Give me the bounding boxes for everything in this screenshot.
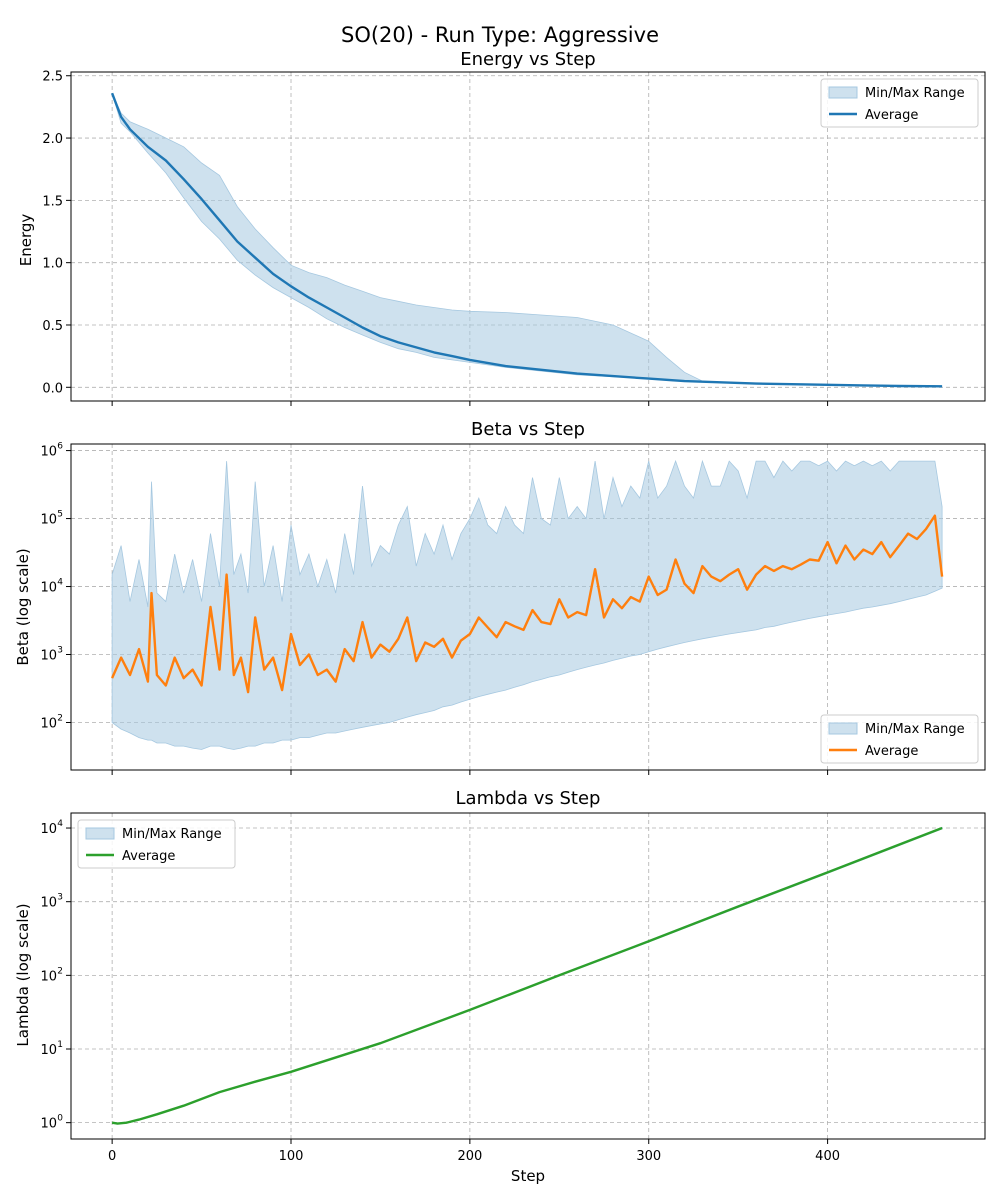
lambda-y-tick-label: 10 [40,896,57,911]
lambda-legend-line-label: Average [122,849,175,864]
energy-panel: Energy vs Step Energy 0.0 0.5 1.0 1.5 2.0 2.5… [17,49,986,406]
beta-y-tick-exponent: 3 [57,646,63,656]
x-tick-label: 200 [457,1149,482,1164]
beta-average-line [111,514,944,694]
energy-axes-frame [70,71,986,402]
lambda-y-tick-label: 10 [40,1043,57,1058]
beta-y-tick-exponent: 4 [57,578,63,588]
beta-y-tick-label: 10 [40,445,57,460]
energy-average-line [110,92,943,388]
energy-legend: Min/Max Range Average [820,78,979,128]
beta-y-tick-label: 10 [40,716,57,731]
lambda-y-tick-exponent: 2 [57,966,63,976]
beta-y-axis-label: Beta (log scale) [14,548,32,665]
beta-minmax-band [111,459,943,750]
lambda-legend: Min/Max Range Average [77,819,236,869]
lambda-y-tick-label: 10 [40,969,57,984]
energy-y-tick-label: 2.0 [42,132,63,147]
lambda-legend-band-swatch [85,827,115,840]
lambda-y-tick-label: 10 [40,1117,57,1132]
lambda-average-line [111,826,943,1125]
lambda-y-tick-exponent: 0 [57,1114,63,1124]
lambda-y-tick-exponent: 1 [57,1040,63,1050]
lambda-panel: Lambda vs Step Lambda (log scale) Step 0… [14,788,986,1185]
energy-y-tick-label: 1.5 [42,194,63,209]
lambda-y-tick-exponent: 4 [57,819,63,829]
energy-legend-line-label: Average [865,108,918,123]
energy-y-tick-label: 1.0 [42,257,63,272]
beta-y-tick-exponent: 5 [57,510,63,520]
energy-legend-band-swatch [828,86,858,99]
x-axis-label: Step [511,1167,545,1185]
energy-chart-title: Energy vs Step [460,49,595,70]
beta-legend-band-label: Min/Max Range [865,722,965,737]
energy-y-tick-label: 0.0 [42,381,63,396]
x-tick-label: 300 [636,1149,661,1164]
beta-legend-line-label: Average [865,744,918,759]
lambda-legend-band-label: Min/Max Range [122,827,222,842]
lambda-y-tick-exponent: 3 [57,893,63,903]
energy-y-tick-label: 0.5 [42,319,63,334]
x-tick-label: 100 [279,1149,304,1164]
beta-panel: Beta vs Step Beta (log scale) 10 210 310 41… [14,419,986,775]
lambda-axes-frame [70,812,986,1140]
energy-y-tick-label: 2.5 [42,70,63,85]
lambda-y-tick-label: 10 [40,822,57,837]
lambda-legend-box [77,819,236,869]
beta-y-tick-label: 10 [40,513,57,528]
energy-legend-band-label: Min/Max Range [865,86,965,101]
energy-legend-box [820,78,979,128]
beta-y-tick-exponent: 6 [57,442,63,452]
beta-y-tick-exponent: 2 [57,713,63,723]
energy-y-axis-label: Energy [17,214,35,267]
x-tick-label: 0 [108,1149,116,1164]
beta-axes-frame [70,443,986,771]
beta-chart-title: Beta vs Step [471,419,585,440]
lambda-y-axis-label: Lambda (log scale) [14,903,32,1046]
beta-legend-band-swatch [828,722,858,735]
lambda-chart-title: Lambda vs Step [456,788,601,809]
beta-y-tick-label: 10 [40,581,57,596]
beta-y-tick-label: 10 [40,649,57,664]
beta-legend: Min/Max Range Average [820,714,979,764]
x-tick-label: 400 [815,1149,840,1164]
figure-title: SO(20) - Run Type: Aggressive [341,23,659,47]
beta-legend-box [820,714,979,764]
